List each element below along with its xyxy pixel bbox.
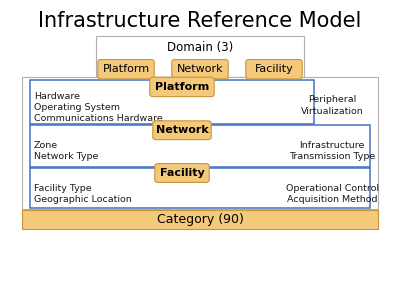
Text: Infrastructure
Transmission Type: Infrastructure Transmission Type [289, 141, 375, 161]
Text: Platform: Platform [155, 82, 209, 92]
Text: Hardware
Operating System
Communications Hardware: Hardware Operating System Communications… [34, 92, 163, 123]
FancyBboxPatch shape [153, 121, 211, 140]
Text: Network: Network [156, 125, 208, 135]
FancyBboxPatch shape [30, 125, 370, 167]
FancyBboxPatch shape [30, 80, 314, 124]
Text: Operational Control
Acquisition Method: Operational Control Acquisition Method [286, 184, 378, 204]
FancyBboxPatch shape [246, 60, 302, 79]
Text: Domain (3): Domain (3) [167, 41, 233, 54]
FancyBboxPatch shape [22, 210, 378, 229]
Text: Platform: Platform [102, 64, 150, 74]
Text: Facility: Facility [255, 64, 293, 74]
FancyBboxPatch shape [172, 60, 228, 79]
FancyBboxPatch shape [30, 168, 370, 208]
Text: Infrastructure Reference Model: Infrastructure Reference Model [38, 11, 362, 31]
FancyBboxPatch shape [96, 36, 304, 77]
Text: Facility: Facility [160, 168, 204, 178]
FancyBboxPatch shape [98, 60, 154, 79]
FancyBboxPatch shape [22, 77, 378, 209]
Text: Zone
Network Type: Zone Network Type [34, 141, 98, 161]
Text: Peripheral
Virtualization: Peripheral Virtualization [301, 95, 363, 115]
FancyBboxPatch shape [155, 164, 209, 182]
Text: Area (13): Area (13) [172, 83, 228, 96]
Text: Category (90): Category (90) [156, 213, 244, 226]
Text: Network: Network [177, 64, 223, 74]
FancyBboxPatch shape [150, 77, 214, 97]
Text: Facility Type
Geographic Location: Facility Type Geographic Location [34, 184, 132, 204]
